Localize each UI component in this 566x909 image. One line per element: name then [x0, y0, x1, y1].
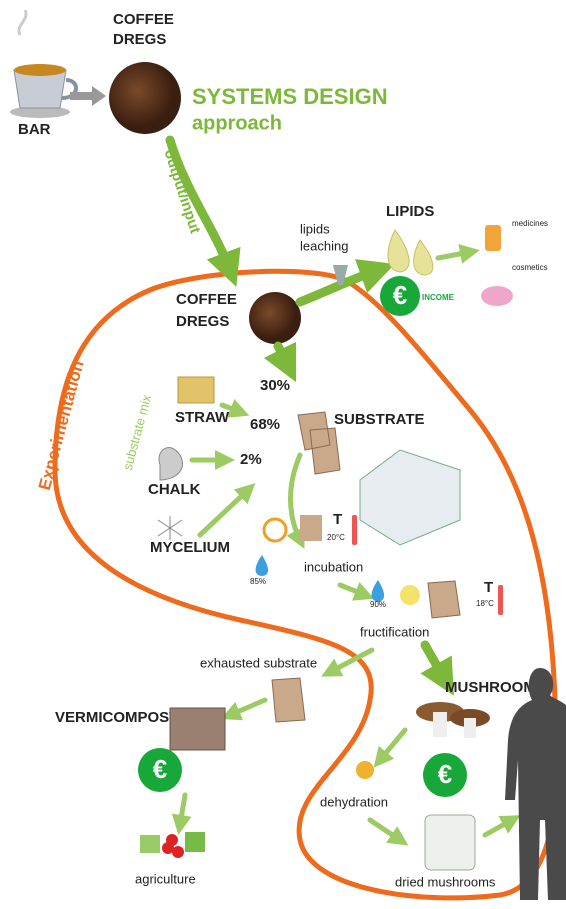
flow-arrow	[230, 700, 265, 715]
thermometer-icon	[498, 585, 503, 615]
humidity-value: 85%	[250, 577, 266, 586]
lipids-arrow	[438, 252, 470, 258]
euro-symbol: €	[393, 280, 407, 310]
substrate-label: SUBSTRATE	[334, 411, 425, 428]
sun-icon	[356, 761, 374, 779]
product-label: medicines	[512, 219, 548, 228]
coffee-dregs-label: DREGS	[176, 313, 229, 330]
chalk-share: 2%	[240, 451, 262, 468]
straw-icon	[178, 377, 214, 403]
exhausted-label: exhausted substrate	[200, 655, 317, 670]
humidity-value: 90%	[370, 600, 386, 609]
straw-label: STRAW	[175, 409, 230, 426]
temp-label: T	[333, 511, 342, 528]
agriculture-label: agriculture	[135, 871, 196, 886]
greenhouse-icon	[360, 450, 460, 545]
product-label: cosmetics	[512, 263, 548, 272]
temp-value: 18°C	[476, 599, 494, 608]
substrate-mix-label: substrate mix	[120, 393, 155, 472]
flow-arrow	[278, 346, 288, 366]
coffee-dregs-label: COFFEE	[113, 11, 174, 28]
mycelium-label: MYCELIUM	[150, 539, 230, 556]
coffee-dregs-icon	[249, 292, 301, 344]
coffee-share: 30%	[260, 377, 290, 394]
dehydration-label: dehydration	[320, 794, 388, 809]
flow-arrow	[370, 820, 400, 840]
subtitle: approach	[192, 112, 282, 134]
income-label: INCOME	[422, 293, 455, 302]
vermicompost-label: VERMICOMPOST	[55, 709, 178, 726]
cup-icon	[10, 10, 106, 118]
vermicompost-icon	[170, 708, 225, 750]
incubation-label: incubation	[304, 559, 363, 574]
experimentation-loop	[55, 271, 557, 898]
temp-value: 20°C	[327, 533, 345, 542]
lipids-process: leaching	[300, 238, 348, 253]
substrate-bag-icon	[300, 515, 322, 541]
page: Systems design approach {"header":{"coff…	[0, 0, 566, 909]
humidity-icon	[256, 555, 269, 576]
mycelium-icon	[158, 516, 182, 540]
flow-arrow	[200, 490, 248, 535]
chalk-label: CHALK	[148, 481, 201, 498]
thermometer-icon	[352, 515, 357, 545]
body: BAR COFFEE DREGS SYSTEMS DESIGN approach…	[0, 0, 566, 909]
exhausted-icon	[272, 678, 305, 722]
cosmetic-icon	[481, 286, 513, 306]
no-light-icon	[264, 519, 286, 541]
mushrooms-icon	[416, 702, 490, 738]
flow-arrow	[291, 455, 300, 540]
title: SYSTEMS DESIGN	[192, 84, 388, 109]
flow-arrow	[485, 820, 512, 835]
experimentation-label: Experimentation	[35, 359, 88, 493]
flow-label: output/input	[160, 147, 203, 235]
lipid-drops	[388, 230, 433, 275]
fructification-label: fructification	[360, 624, 429, 639]
bar-label: BAR	[18, 121, 51, 138]
agriculture-icon	[140, 832, 205, 858]
flow-arrow	[425, 645, 445, 680]
person-silhouette	[505, 668, 566, 900]
medicine-icon	[485, 225, 501, 251]
substrate-bag-icon	[428, 581, 460, 618]
lipids-process: lipids	[300, 221, 330, 236]
coffee-dregs-icon	[109, 62, 181, 134]
bag-icon	[425, 815, 475, 870]
coffee-dregs-label: DREGS	[113, 31, 166, 48]
temp-label: T	[484, 579, 493, 596]
coffee-dregs-label: COFFEE	[176, 291, 237, 308]
euro-symbol: €	[153, 754, 167, 784]
flow-arrow	[180, 795, 185, 825]
euro-symbol: €	[438, 759, 452, 789]
flow-arrow	[340, 585, 365, 595]
lipids-title: LIPIDS	[386, 203, 434, 220]
straw-share: 68%	[250, 416, 280, 433]
humidity-icon	[372, 580, 385, 602]
diagram: BAR COFFEE DREGS SYSTEMS DESIGN approach…	[0, 0, 566, 909]
chalk-icon	[159, 448, 182, 480]
dried-label: dried mushrooms	[395, 874, 496, 889]
flow-arrow	[380, 730, 405, 760]
light-icon	[400, 585, 420, 605]
